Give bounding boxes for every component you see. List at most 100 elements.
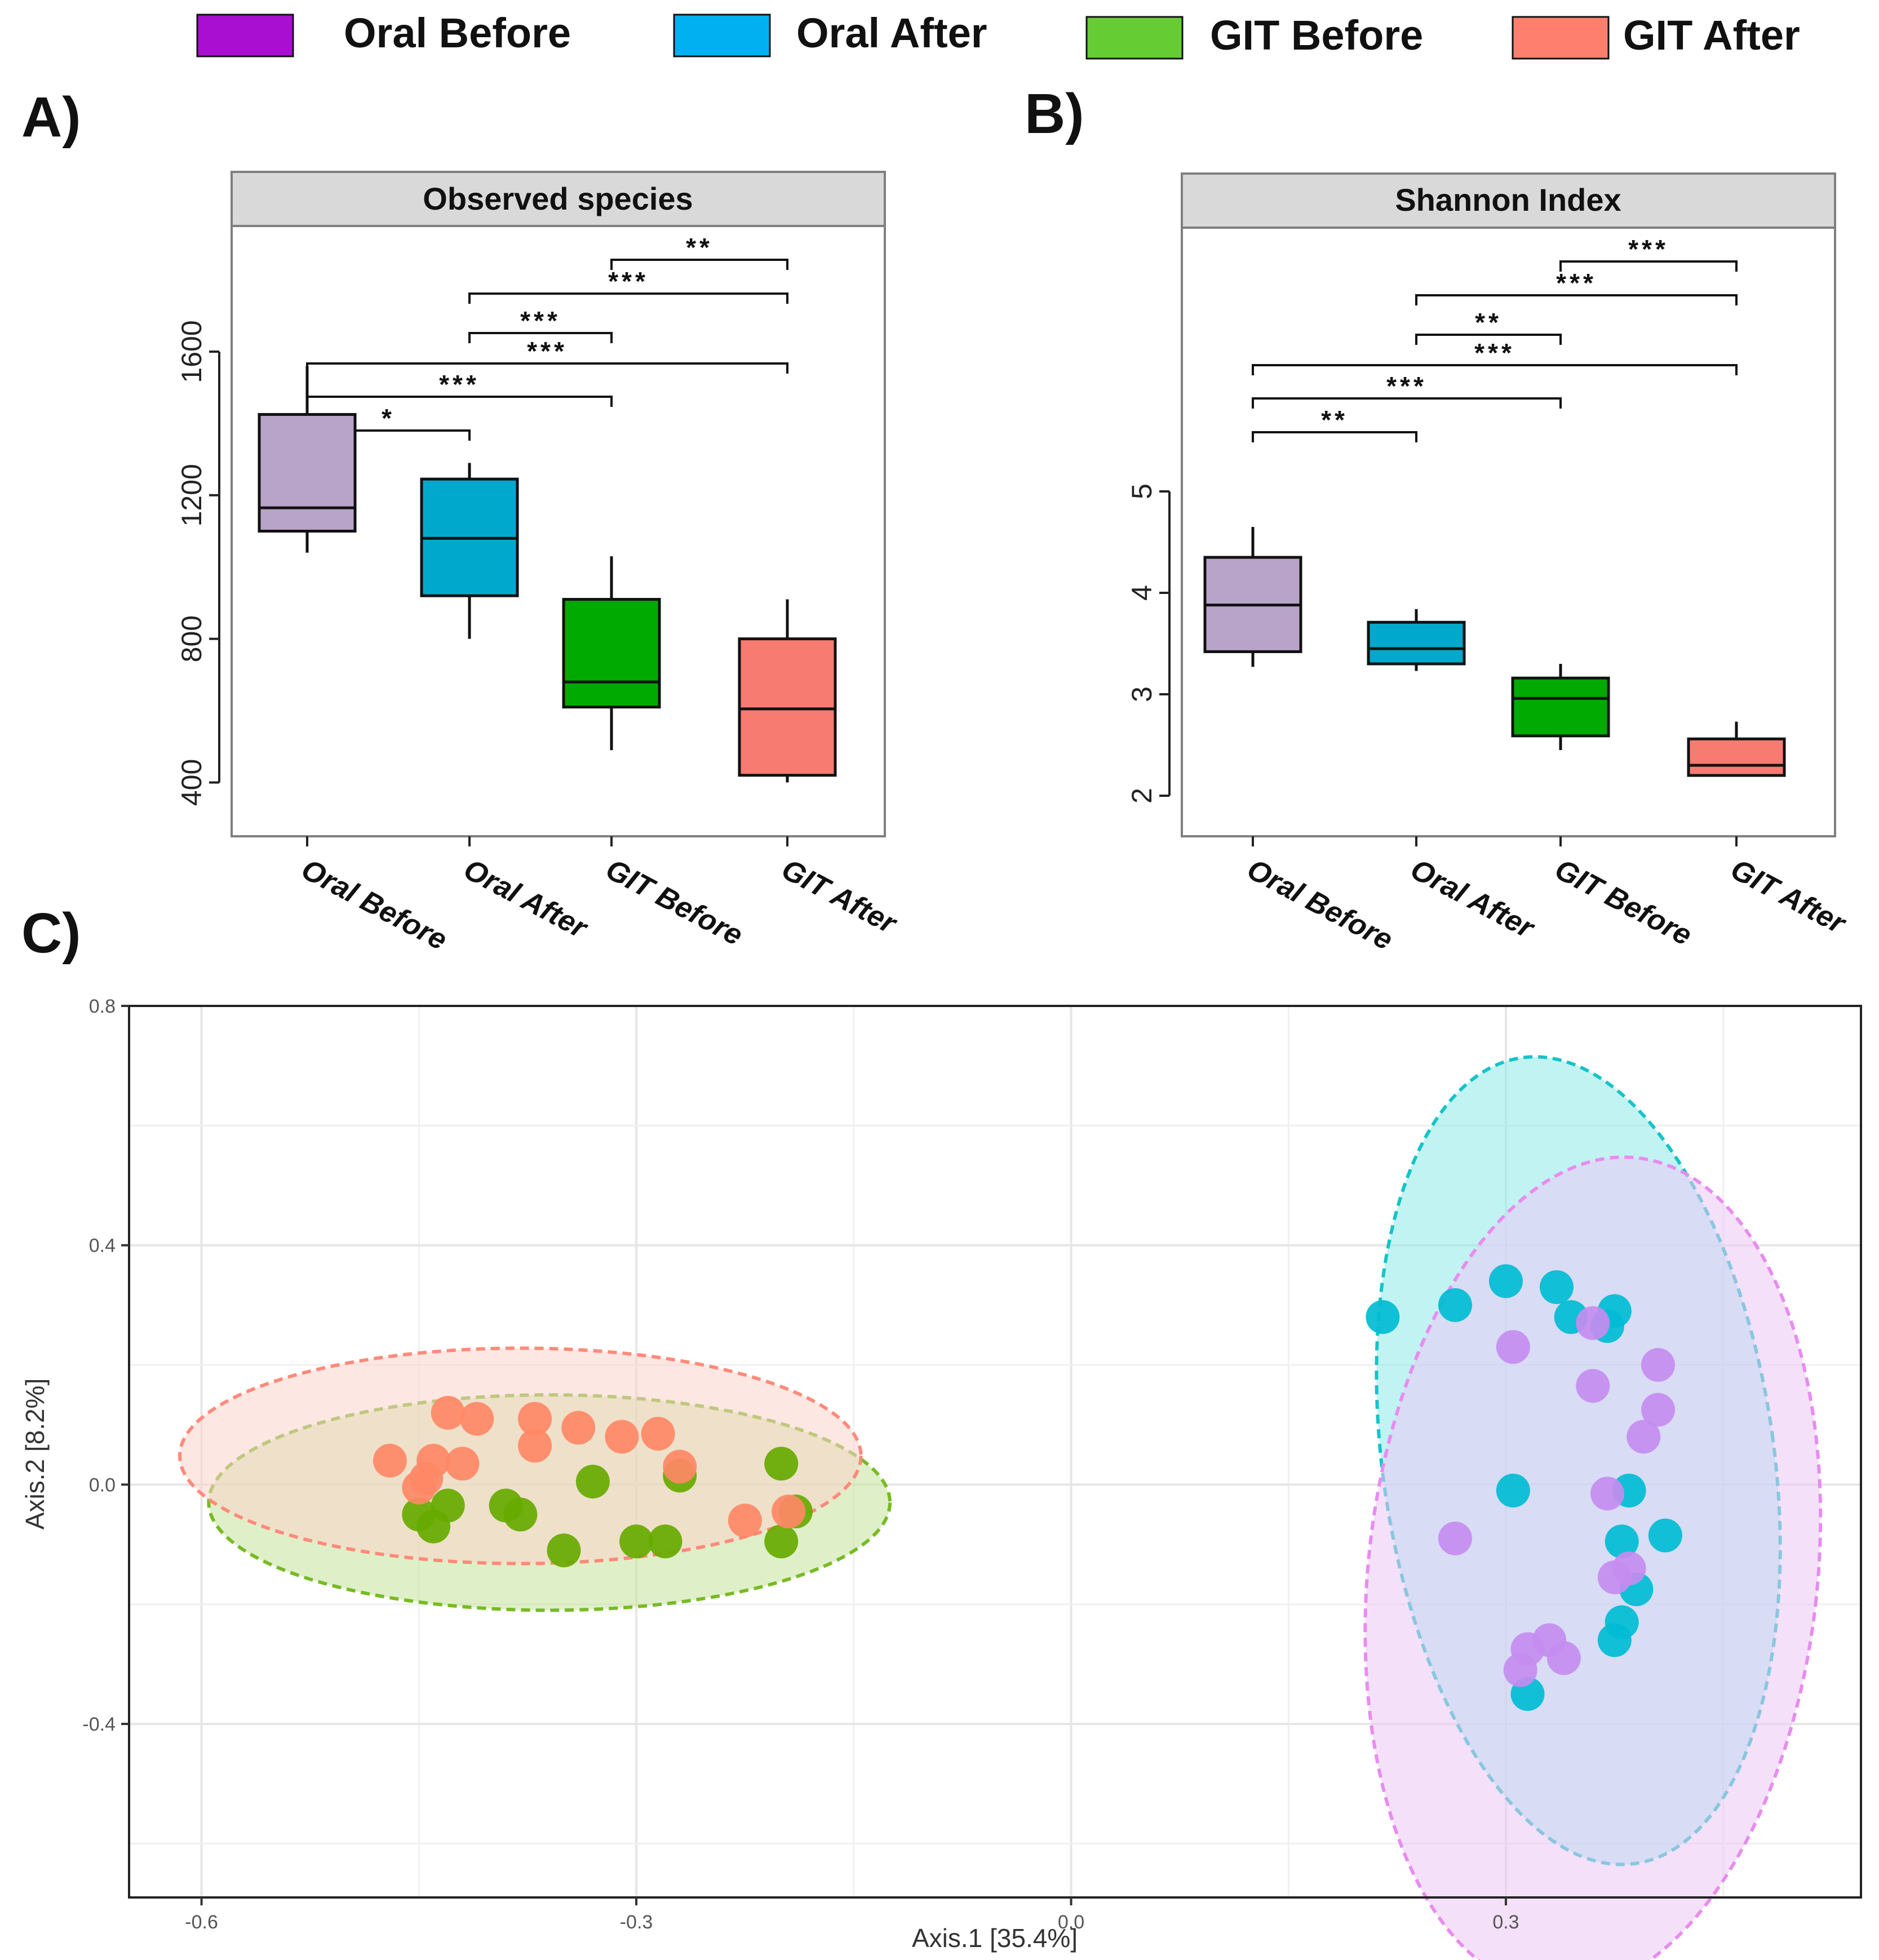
panel-a-y-tick-label-800: 800 [176,615,207,662]
panel-c-point-oral-before-2 [1576,1369,1610,1403]
panel-a-bracket-2-3: *** [468,306,613,343]
panel-a-bracket-1-4-label: *** [527,336,568,366]
panel-c-point-oral-after-10 [1648,1518,1682,1553]
panel-c-point-oral-after-7 [1496,1474,1530,1508]
panel-b-y-tick-label-2: 2 [1126,788,1158,804]
panel-c-x-tick-label: -0.3 [620,1912,653,1933]
panel-a-y-tick-label-1600: 1600 [176,320,207,383]
panel-a-box-git-after [738,599,837,783]
panel-c-point-oral-before-4 [1641,1393,1675,1427]
panel-c-y-tick-label: 0.8 [89,996,116,1017]
panel-b-bracket-3-4-line [1559,260,1738,272]
panel-b-bracket-2-4-label: *** [1556,268,1597,298]
panel-c-point-git-after-2 [460,1402,494,1436]
panel-c-ellipse-oral-before [1363,1155,1823,1960]
panel-b-bracket-1-4-line [1252,364,1738,375]
panel-b-bracket-2-4-line [1415,294,1738,305]
panel-c-point-git-after-9 [518,1429,552,1463]
panel-c-point-git-after-6 [445,1447,480,1481]
panel-b-x-label-git-before: GIT Before [1549,853,1697,952]
panel-b-title-strip [1181,172,1836,229]
panel-b-bracket-2-3-label: ** [1475,308,1502,337]
panel-b-title: Shannon Index [1395,182,1621,218]
legend-label-oral-before: Oral Before [344,10,571,56]
panel-a-box-git-before-iqr [562,598,661,709]
panel-b-x-label-oral-after: Oral After [1405,853,1540,945]
panel-c-y-axis-title: Axis.2 [8.2%] [20,1378,50,1529]
panel-b-bracket-1-4-label: *** [1474,338,1515,367]
panel-c-point-git-before-7 [619,1524,654,1559]
legend-swatch-git-before [1085,16,1184,60]
legend-swatch-oral-after [673,14,771,57]
panel-b-y-tick-label-3: 3 [1126,686,1158,702]
panel-c-point-git-after-13 [728,1504,762,1538]
panel-c-point-git-after-14 [772,1495,806,1529]
panel-b-bracket-2-3: ** [1415,308,1562,345]
panel-a-x-label-git-after: GIT After [776,853,902,941]
panel-c-point-oral-after-0 [1366,1300,1400,1334]
panel-c-point-oral-before-0 [1576,1306,1610,1340]
panel-c-point-git-after-0 [373,1443,407,1478]
panel-b-bracket-3-4-label: *** [1628,234,1669,264]
panel-a-box-git-before [562,556,661,751]
panel-b-letter: B) [1025,82,1084,145]
panel-c-point-git-before-4 [503,1497,538,1532]
panel-c-point-git-before-12 [764,1524,799,1559]
panel-c-point-oral-before-7 [1438,1521,1472,1555]
panel-a-bracket-2-4-label: *** [608,267,649,296]
panel-c-point-git-before-2 [431,1488,465,1523]
panel-b-bracket-1-3: *** [1252,371,1562,409]
panel-b-y-tick-label-5: 5 [1126,484,1158,499]
legend: Oral Before Oral After GIT Before GIT Af… [196,10,1800,60]
panel-c-point-git-before-10 [764,1447,799,1481]
panel-c-point-git-after-10 [605,1420,639,1454]
panel-b-box-git-after-iqr [1687,737,1786,777]
panel-c-point-oral-before-6 [1590,1476,1624,1511]
panel-c-point-git-after-1 [431,1395,465,1430]
panel-a-bracket-3-4-line [610,259,788,270]
panel-a-bracket-2-4-line [468,292,788,304]
panel-c-point-oral-before-13 [1546,1641,1581,1675]
panel-c-point-oral-after-3 [1539,1270,1574,1305]
panel-a-bracket-1-2-label: * [382,403,395,433]
panel-b-bracket-2-3-line [1415,334,1562,345]
panel-c-point-oral-after-1 [1438,1288,1472,1322]
panel-a-x-label-oral-after: Oral After [458,853,593,945]
panel-b-box-oral-after [1367,609,1466,671]
panel-b-bracket-1-2-label: ** [1321,405,1348,434]
panel-a-bracket-3-4: ** [610,233,788,270]
panel-a-x-label-oral-before: Oral Before [296,853,452,956]
panel-b-box-oral-before [1203,527,1302,667]
panel-b-box-oral-after-iqr [1367,620,1466,666]
panel-a: Observed species 400 800 1200 1600 Oral Befo… [176,171,903,957]
panel-a-bracket-2-3-line [468,332,613,343]
panel-a-box-oral-before [258,366,357,553]
panel-b-box-git-before-iqr [1511,676,1610,738]
panel-b-x-label-git-after: GIT After [1725,853,1851,941]
panel-c-point-git-after-4 [561,1411,596,1445]
panel-a-title: Observed species [423,181,693,216]
panel-c-point-git-after-3 [518,1402,552,1436]
legend-label-git-before: GIT Before [1210,12,1423,59]
panel-c-x-tick-label: -0.6 [185,1912,218,1933]
panel-b-plot-frame [1181,227,1836,837]
panel-c-point-oral-before-9 [1612,1551,1646,1586]
panel-a-title-strip [231,171,886,227]
legend-swatch-git-after [1512,16,1610,60]
panel-b-bracket-1-2-line [1252,431,1417,442]
panel-c-point-git-after-11 [641,1417,675,1451]
panel-a-box-oral-before-iqr [258,413,357,533]
panel-c-y-tick-label: 0.4 [89,1235,116,1257]
panel-c-border [128,1005,1862,1899]
panel-c-point-git-after-12 [663,1449,697,1484]
panel-b-bracket-1-2: ** [1252,405,1417,442]
panel-a-letter: A) [21,86,81,149]
legend-label-oral-after: Oral After [796,10,987,56]
panel-c-point-git-before-6 [575,1465,610,1499]
panel-c-ellipse-git-after [178,1346,863,1566]
panel-c-x-axis-title: Axis.1 [35.4%] [912,1923,1078,1953]
panel-a-box-git-after-iqr [738,637,837,777]
panel-a-bracket-3-4-label: ** [686,233,713,262]
